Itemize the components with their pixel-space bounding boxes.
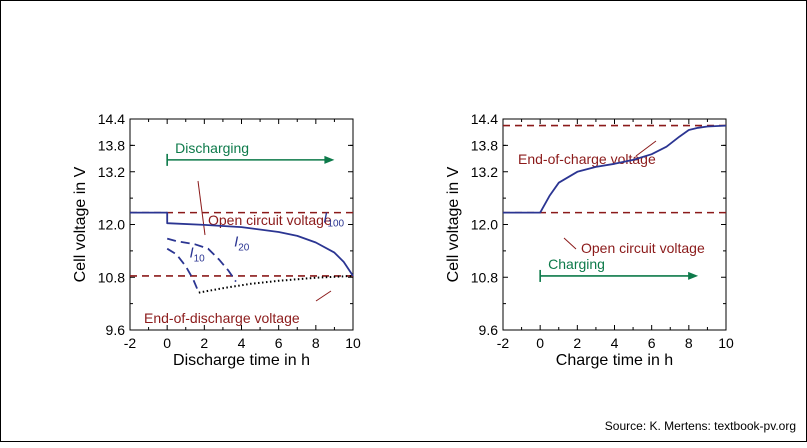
arrow-label: Discharging bbox=[175, 140, 249, 156]
x-tick-label: -2 bbox=[124, 335, 137, 351]
y-tick-label: 14.4 bbox=[98, 111, 125, 127]
reference-label: Open circuit voltage bbox=[581, 240, 705, 256]
y-tick-label: 10.8 bbox=[471, 269, 498, 285]
y-axis-label: Cell voltage in V bbox=[72, 166, 89, 282]
y-tick-label: 10.8 bbox=[98, 269, 125, 285]
x-tick-label: 10 bbox=[345, 335, 361, 351]
reference-label: Open circuit voltage bbox=[208, 212, 332, 228]
x-tick-label: 4 bbox=[238, 335, 246, 351]
charge-chart: -2 0 2 4 6 8 10 9.6 10.8 12.0 13.2 13.8 14.4 Charge t… bbox=[445, 111, 734, 369]
x-tick-label: 2 bbox=[200, 335, 208, 351]
discharge-chart: -2 0 2 4 6 8 10 9.6 10.8 12.0 13.2 13.8 14.4 Discharg… bbox=[72, 111, 361, 369]
y-tick-label: 14.4 bbox=[471, 111, 498, 127]
y-axis-label: Cell voltage in V bbox=[445, 166, 462, 282]
x-tick-label: 8 bbox=[312, 335, 320, 351]
series-i20 bbox=[166, 237, 237, 283]
y-tick-label: 9.6 bbox=[106, 322, 126, 338]
y-tick-label: 13.2 bbox=[471, 164, 498, 180]
curve-label-i100: I100 bbox=[323, 209, 344, 229]
x-axis-label: Discharge time in h bbox=[173, 352, 310, 369]
x-tick-label: 0 bbox=[536, 335, 544, 351]
y-tick-label: 9.6 bbox=[479, 322, 499, 338]
curve-label-i10: I10 bbox=[189, 244, 205, 264]
x-tick-label: 8 bbox=[685, 335, 693, 351]
x-tick-label: -2 bbox=[497, 335, 510, 351]
x-tick-label: 10 bbox=[718, 335, 734, 351]
x-tick-label: 4 bbox=[611, 335, 619, 351]
y-tick-label: 12.0 bbox=[471, 217, 498, 233]
x-axis-label: Charge time in h bbox=[556, 352, 673, 369]
series-i10 bbox=[166, 247, 200, 293]
reference-label: End-of-discharge voltage bbox=[144, 310, 300, 326]
y-tick-label: 13.8 bbox=[471, 137, 498, 153]
reference-leader bbox=[563, 237, 577, 250]
x-tick-label: 0 bbox=[163, 335, 171, 351]
x-tick-label: 6 bbox=[648, 335, 656, 351]
y-tick-label: 13.8 bbox=[98, 137, 125, 153]
curve-label-i20: I20 bbox=[234, 233, 250, 253]
arrow-head bbox=[688, 271, 699, 280]
reference-leader bbox=[197, 180, 206, 236]
y-tick-label: 12.0 bbox=[98, 217, 125, 233]
series-i100 bbox=[130, 211, 354, 277]
x-tick-label: 2 bbox=[573, 335, 581, 351]
x-tick-label: 6 bbox=[275, 335, 283, 351]
series-line-0 bbox=[503, 124, 727, 214]
series-line-3 bbox=[198, 274, 354, 294]
source-caption: Source: K. Mertens: textbook-pv.org bbox=[604, 419, 796, 433]
arrow-head bbox=[324, 155, 335, 164]
y-tick-label: 13.2 bbox=[98, 164, 125, 180]
arrow-label: Charging bbox=[548, 256, 605, 272]
reference-leader bbox=[315, 290, 332, 302]
reference-leader bbox=[635, 140, 657, 157]
